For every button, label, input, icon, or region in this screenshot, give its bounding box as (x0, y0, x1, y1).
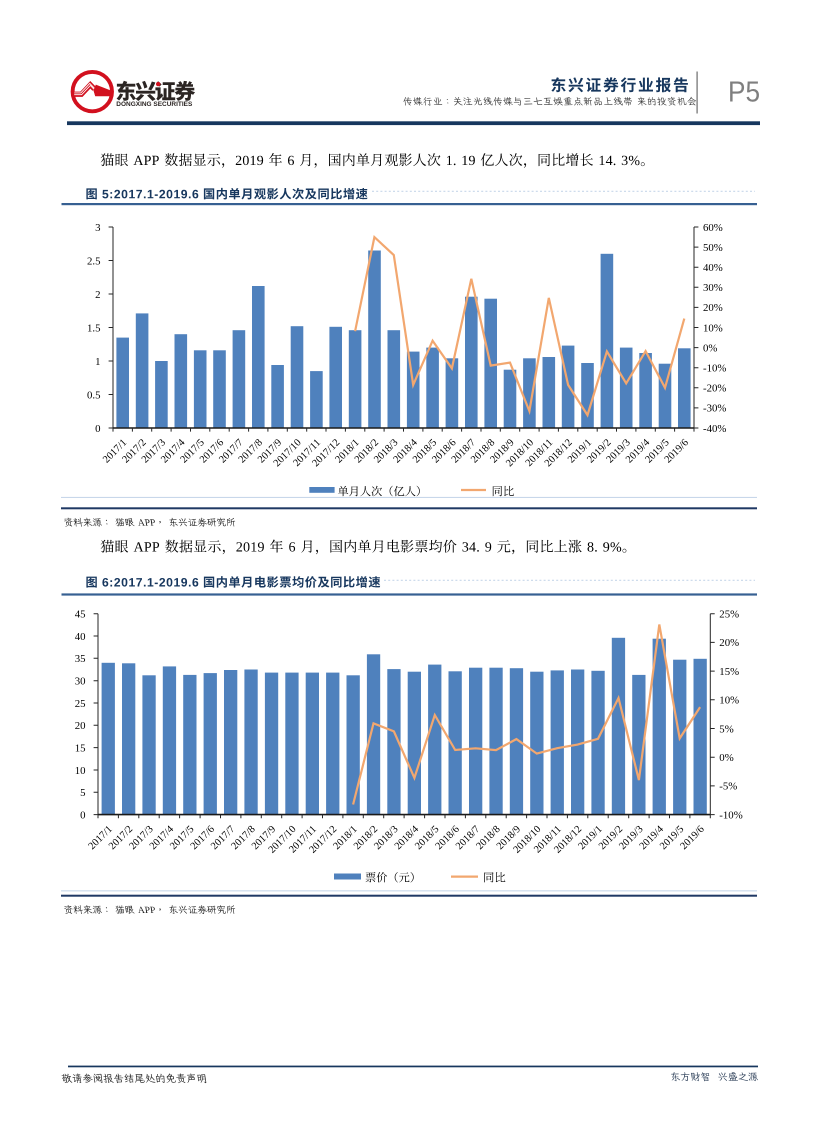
svg-text:2: 2 (95, 289, 100, 301)
svg-text:10: 10 (75, 765, 86, 777)
svg-text:30%: 30% (703, 282, 723, 294)
svg-text:45: 45 (75, 609, 86, 621)
svg-text:0%: 0% (703, 342, 717, 354)
svg-text:15: 15 (75, 742, 86, 754)
svg-text:50%: 50% (703, 242, 723, 254)
svg-text:25%: 25% (719, 609, 739, 621)
svg-text:60%: 60% (703, 222, 723, 234)
svg-text:25: 25 (75, 698, 86, 710)
svg-text:5%: 5% (719, 723, 733, 735)
svg-text:40: 40 (75, 631, 86, 643)
svg-text:1: 1 (95, 356, 100, 368)
svg-text:20%: 20% (703, 302, 723, 314)
svg-text:35: 35 (75, 653, 86, 665)
svg-text:0: 0 (80, 809, 85, 821)
svg-text:-30%: -30% (703, 403, 726, 415)
svg-text:-20%: -20% (703, 383, 726, 395)
svg-text:30: 30 (75, 676, 86, 688)
svg-text:0: 0 (95, 423, 100, 435)
svg-text:-5%: -5% (719, 781, 737, 793)
svg-text:20: 20 (75, 720, 86, 732)
svg-text:DONGXING SECURITIES: DONGXING SECURITIES (116, 101, 193, 108)
svg-text:1.5: 1.5 (87, 322, 101, 334)
svg-text:10%: 10% (719, 695, 739, 707)
svg-text:15%: 15% (719, 666, 739, 678)
svg-text:5: 5 (80, 787, 85, 799)
svg-text:-10%: -10% (719, 809, 742, 821)
svg-text:-10%: -10% (703, 363, 726, 375)
svg-text:40%: 40% (703, 262, 723, 274)
svg-text:0%: 0% (719, 752, 733, 764)
svg-text:10%: 10% (703, 322, 723, 334)
svg-text:2.5: 2.5 (87, 255, 101, 267)
svg-text:3: 3 (95, 222, 100, 234)
svg-text:0.5: 0.5 (87, 389, 101, 401)
svg-text:-40%: -40% (703, 423, 726, 435)
svg-text:P5: P5 (728, 77, 760, 109)
svg-text:20%: 20% (719, 637, 739, 649)
